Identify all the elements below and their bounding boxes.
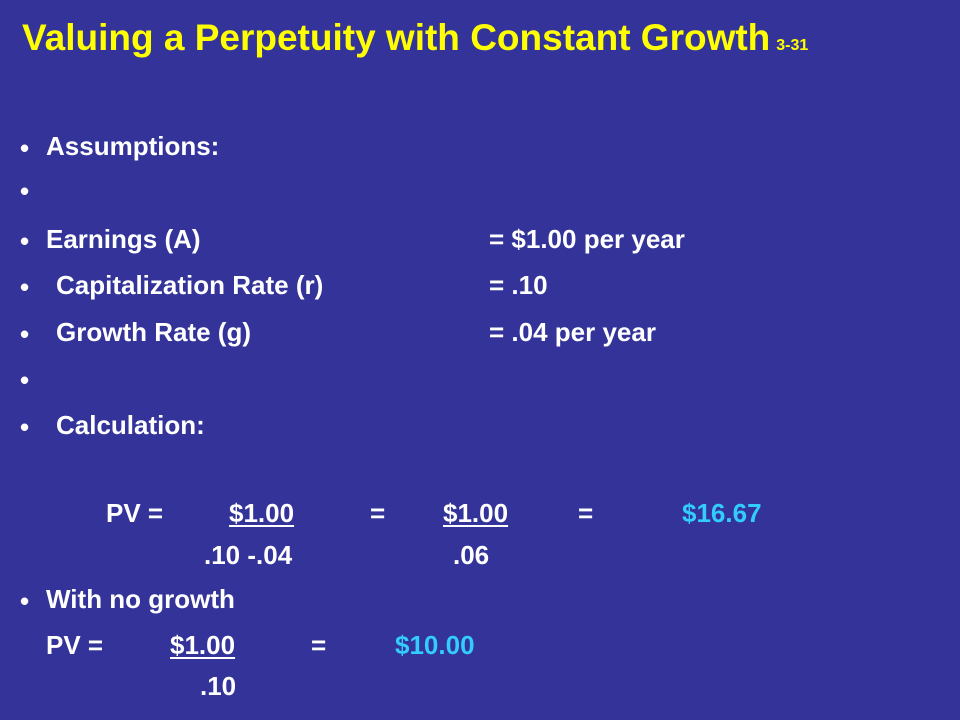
slide-title-text: Valuing a Perpetuity with Constant Growt… (22, 17, 771, 58)
bullet-dot: • (20, 272, 30, 302)
bullet-dot: • (20, 365, 30, 395)
pv-label: PV = (106, 498, 164, 528)
earnings-value: = $1.00 per year (489, 224, 685, 254)
bullet-dot: • (20, 412, 30, 442)
no-growth-result: $10.00 (395, 630, 475, 660)
no-growth-numerator: $1.00 (170, 630, 236, 660)
no-growth-header: With no growth (46, 584, 235, 614)
slide-number: 3-31 (776, 37, 809, 54)
assumptions-header: Assumptions: (46, 131, 220, 161)
pv-result: $16.67 (682, 498, 762, 528)
no-growth-pv-label: PV = (46, 630, 104, 660)
pv-equals-1: = (370, 498, 386, 528)
pv-equals-2: = (578, 498, 594, 528)
no-growth-denominator: .10 (200, 671, 237, 701)
growth-rate-value: = .04 per year (489, 317, 656, 347)
pv-numerator-1: $1.00 (229, 498, 295, 528)
earnings-label: Earnings (A) (46, 224, 201, 254)
pv-numerator-2: $1.00 (443, 498, 509, 528)
pv-denominator-2: .06 (453, 540, 490, 570)
bullet-dot: • (20, 133, 30, 163)
bullet-dot: • (20, 226, 30, 256)
no-growth-equals: = (311, 630, 327, 660)
capitalization-rate-label: Capitalization Rate (r) (56, 270, 324, 300)
bullet-dot: • (20, 319, 30, 349)
slide-title: Valuing a Perpetuity with Constant Growt… (22, 6, 808, 78)
capitalization-rate-value: = .10 (489, 270, 548, 300)
growth-rate-label: Growth Rate (g) (56, 317, 251, 347)
bullet-dot: • (20, 586, 30, 616)
calculation-header: Calculation: (56, 410, 205, 440)
bullet-dot: • (20, 176, 30, 206)
pv-denominator-1: .10 -.04 (204, 540, 293, 570)
